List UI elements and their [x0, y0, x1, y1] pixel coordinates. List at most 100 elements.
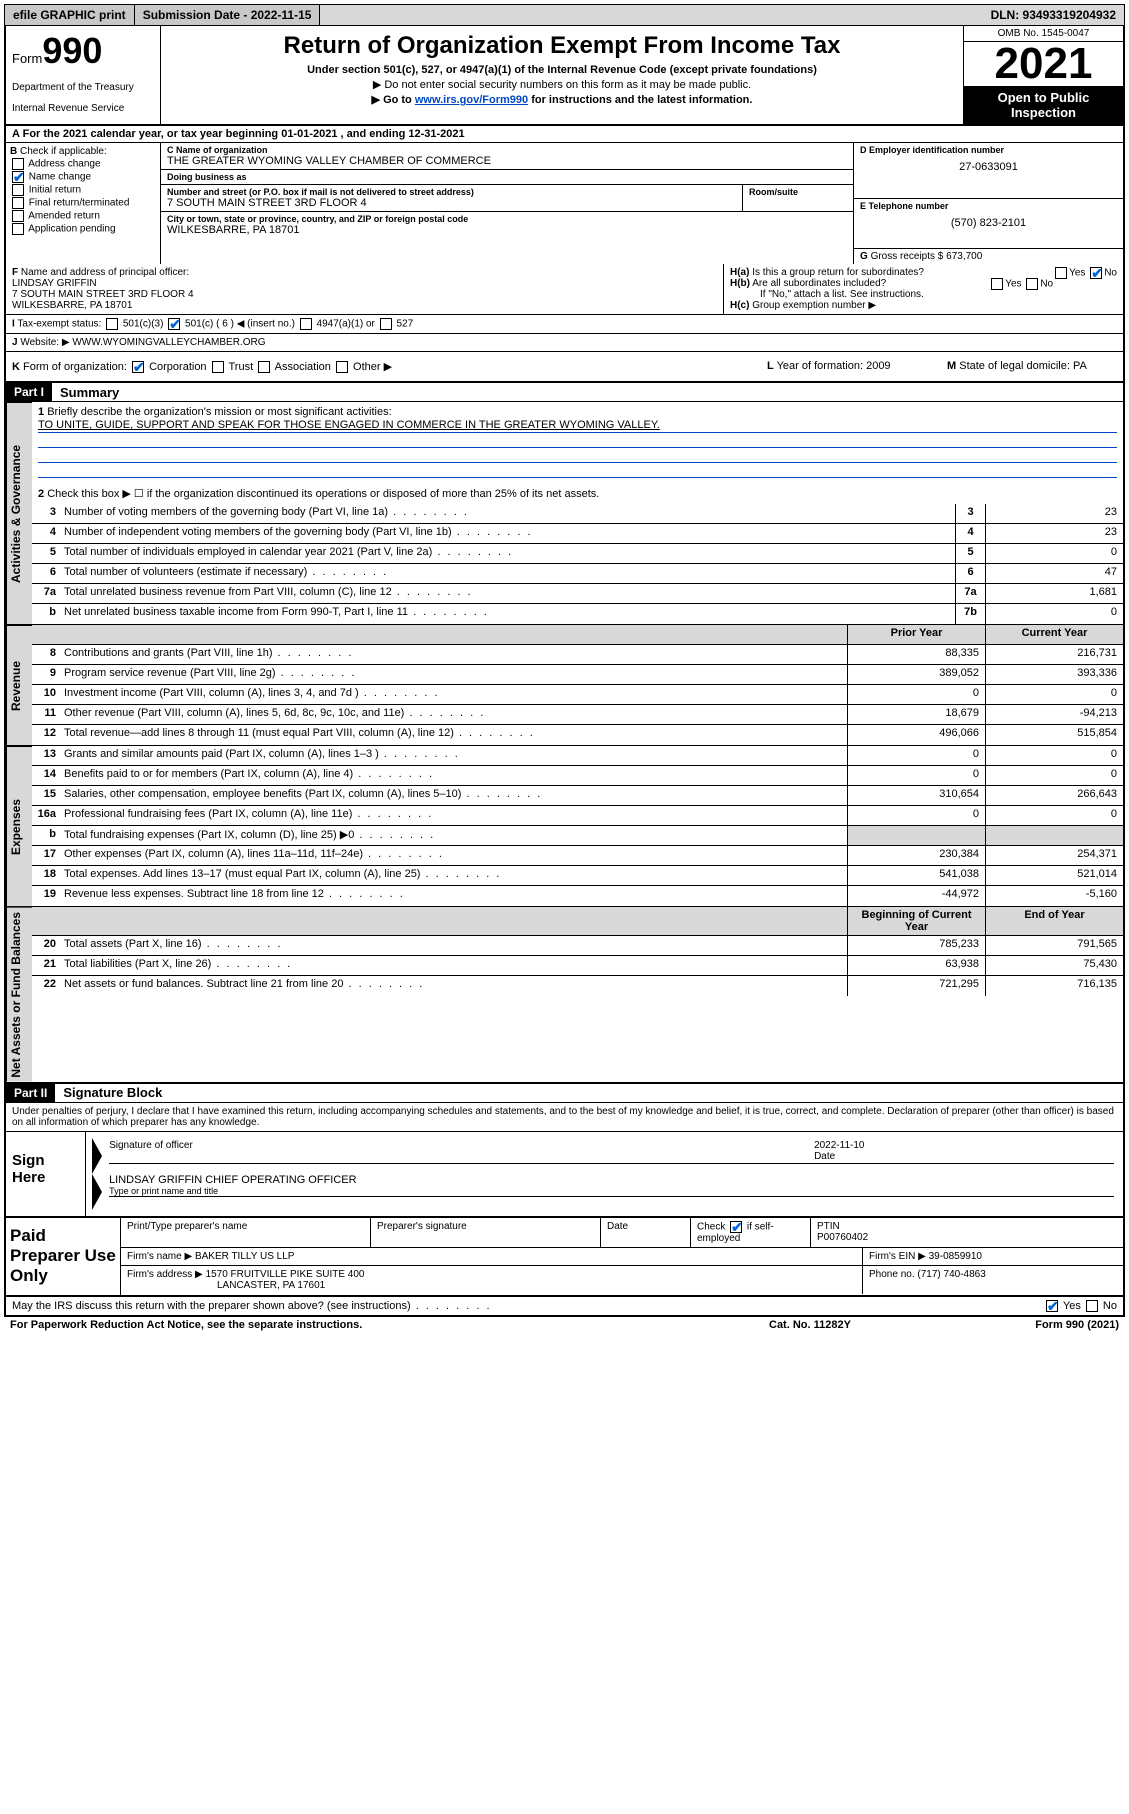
data-row: 8Contributions and grants (Part VIII, li… [32, 645, 1123, 665]
ck-application-pending[interactable]: Application pending [10, 223, 156, 235]
ck-initial-return[interactable]: Initial return [10, 184, 156, 196]
curr-val: 791,565 [985, 936, 1123, 955]
prep-firm-row: Firm's name ▶ BAKER TILLY US LLP Firm's … [121, 1248, 1123, 1266]
city-cell: City or town, state or province, country… [161, 212, 853, 238]
ck-trust[interactable] [212, 361, 224, 373]
row-num: 5 [32, 544, 60, 563]
vtab-expenses: Expenses [6, 746, 32, 906]
q1-text: Briefly describe the organization's miss… [47, 406, 391, 418]
row-desc: Total assets (Part X, line 16) [60, 936, 847, 955]
hb-yes[interactable] [991, 278, 1003, 290]
row-desc: Total number of individuals employed in … [60, 544, 955, 563]
instructions-line: ▶ Go to www.irs.gov/Form990 for instruct… [167, 93, 957, 106]
prior-val: 88,335 [847, 645, 985, 664]
ck-other[interactable] [336, 361, 348, 373]
ha-yes[interactable] [1055, 267, 1067, 279]
curr-val: 75,430 [985, 956, 1123, 975]
ck-name-change[interactable]: Name change [10, 171, 156, 183]
ag-rows: 3Number of voting members of the governi… [32, 504, 1123, 624]
irs-label: Internal Revenue Service [12, 103, 154, 114]
mission-text: TO UNITE, GUIDE, SUPPORT AND SPEAK FOR T… [38, 419, 1117, 433]
row-num: 10 [32, 685, 60, 704]
data-row: bTotal fundraising expenses (Part IX, co… [32, 826, 1123, 846]
row-desc: Total fundraising expenses (Part IX, col… [60, 826, 847, 845]
discuss-yes[interactable] [1046, 1300, 1058, 1312]
officer-addr1: 7 SOUTH MAIN STREET 3RD FLOOR 4 [12, 289, 194, 300]
print-name-label: Type or print name and title [109, 1186, 1114, 1196]
ck-assoc[interactable] [258, 361, 270, 373]
row-desc: Other expenses (Part IX, column (A), lin… [60, 846, 847, 865]
h-a: H(a) Is this a group return for subordin… [730, 267, 1117, 278]
street-cell: Number and street (or P.O. box if mail i… [161, 185, 743, 211]
opt-527: 527 [396, 319, 413, 330]
section-b-through-g: B Check if applicable: Address change Na… [4, 143, 1125, 264]
row-box: 5 [955, 544, 985, 563]
bottom-line: For Paperwork Reduction Act Notice, see … [4, 1317, 1125, 1333]
col-headers-rev: Prior Year Current Year [32, 625, 1123, 645]
e-label: Telephone number [869, 201, 949, 211]
row-desc: Professional fundraising fees (Part IX, … [60, 806, 847, 825]
ck-corp[interactable] [132, 361, 144, 373]
open-inspection: Open to Public Inspection [964, 86, 1123, 124]
ssn-note-text: Do not enter social security numbers on … [384, 79, 751, 91]
address-row: Number and street (or P.O. box if mail i… [161, 185, 853, 212]
prior-val: 63,938 [847, 956, 985, 975]
ptin-cell: PTIN P00760402 [811, 1218, 1123, 1247]
prior-val: 0 [847, 806, 985, 825]
data-row: 15Salaries, other compensation, employee… [32, 786, 1123, 806]
hc-text: Group exemption number ▶ [752, 300, 876, 311]
m-value: PA [1073, 360, 1087, 372]
row-num: 18 [32, 866, 60, 885]
row-desc: Total expenses. Add lines 13–17 (must eq… [60, 866, 847, 885]
vtab-revenue: Revenue [6, 625, 32, 745]
l-value: 2009 [866, 360, 890, 372]
ck-4947[interactable] [300, 318, 312, 330]
sig-name-line: LINDSAY GRIFFIN CHIEF OPERATING OFFICER … [109, 1174, 1114, 1197]
sign-here-block: Sign Here Signature of officer 2022-11-1… [4, 1132, 1125, 1218]
row-desc: Program service revenue (Part VIII, line… [60, 665, 847, 684]
row-num: 19 [32, 886, 60, 906]
blank-desc2 [60, 907, 847, 935]
row-num: 13 [32, 746, 60, 765]
row-num: 15 [32, 786, 60, 805]
row-num: 22 [32, 976, 60, 996]
ck-501c3[interactable] [106, 318, 118, 330]
curr-val: 266,643 [985, 786, 1123, 805]
ck-501c[interactable] [168, 318, 180, 330]
submission-date-button[interactable]: Submission Date - 2022-11-15 [135, 5, 321, 25]
data-row: 17Other expenses (Part IX, column (A), l… [32, 846, 1123, 866]
toolbar-spacer [320, 12, 982, 18]
ptin-value: P00760402 [817, 1232, 868, 1243]
ck-address-change[interactable]: Address change [10, 158, 156, 170]
ck-527[interactable] [380, 318, 392, 330]
efile-print-button[interactable]: efile GRAPHIC print [5, 5, 135, 25]
ag-row: 5Total number of individuals employed in… [32, 544, 1123, 564]
c-name-label: Name of organization [176, 145, 268, 155]
q2-block: 2 Check this box ▶ ☐ if the organization… [32, 483, 1123, 504]
ck-amended-return[interactable]: Amended return [10, 210, 156, 222]
vtab-activities: Activities & Governance [6, 402, 32, 624]
discuss-no[interactable] [1086, 1300, 1098, 1312]
firm-addr2: LANCASTER, PA 17601 [217, 1280, 325, 1291]
begin-year-head: Beginning of Current Year [847, 907, 985, 935]
h-c: H(c) Group exemption number ▶ [730, 300, 1117, 311]
row-desc: Investment income (Part VIII, column (A)… [60, 685, 847, 704]
row-val: 23 [985, 524, 1123, 543]
firm-phone-value: (717) 740-4863 [917, 1269, 985, 1280]
ck-final-return[interactable]: Final return/terminated [10, 197, 156, 209]
ha-text: Is this a group return for subordinates? [752, 267, 924, 278]
ha-no[interactable] [1090, 267, 1102, 279]
current-year-head: Current Year [985, 625, 1123, 644]
form-footer: Form 990 (2021) [969, 1319, 1119, 1331]
header-title-block: Return of Organization Exempt From Incom… [161, 26, 963, 124]
hb-no[interactable] [1026, 278, 1038, 290]
row-num: 16a [32, 806, 60, 825]
opt-4947: 4947(a)(1) or [317, 319, 375, 330]
irs-link[interactable]: www.irs.gov/Form990 [415, 94, 528, 106]
firm-addr1: 1570 FRUITVILLE PIKE SUITE 400 [206, 1269, 365, 1280]
gross-receipts-value: 673,700 [946, 251, 982, 262]
website-value: WWW.WYOMINGVALLEYCHAMBER.ORG [72, 337, 265, 348]
col-headers-na: Beginning of Current Year End of Year [32, 907, 1123, 936]
ck-self-employed[interactable] [730, 1221, 742, 1233]
phone-value: (570) 823-2101 [860, 217, 1117, 229]
